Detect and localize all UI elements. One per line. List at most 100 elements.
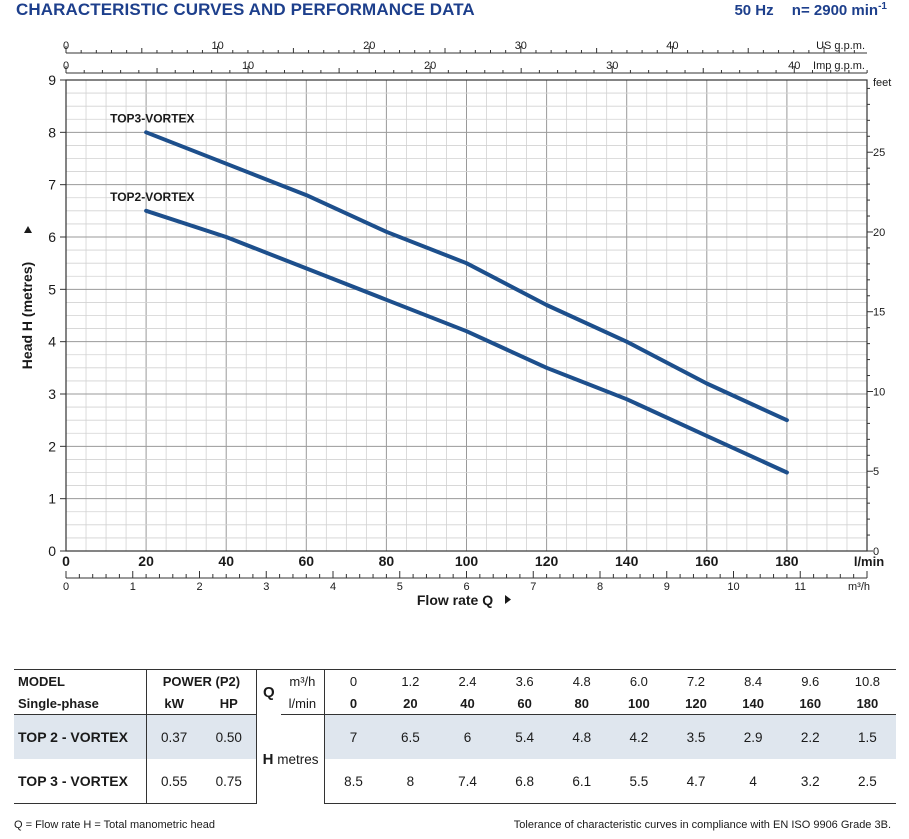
- lmin-cell: 100: [610, 692, 668, 715]
- us-gpm-tick-label: 40: [666, 40, 678, 52]
- imp-gpm-tick-label: 0: [63, 60, 69, 72]
- y-tick-label: 2: [48, 438, 56, 454]
- hp-header: HP: [201, 692, 257, 715]
- x-tick-label: 120: [535, 553, 559, 569]
- x-unit-label: l/min: [854, 554, 884, 569]
- lmin-cell: 0: [324, 692, 382, 715]
- model-name: TOP 2 - VORTEX: [14, 714, 147, 759]
- performance-table: MODEL POWER (P2) Q m³/h 0 1.2 2.4 3.6 4.…: [14, 669, 896, 804]
- model-name: TOP 3 - VORTEX: [14, 759, 147, 804]
- m3h-tick-label: 4: [330, 581, 336, 593]
- m3h-cell: 7.2: [667, 669, 725, 692]
- us-gpm-tick-label: 30: [515, 40, 527, 52]
- feet-tick-label: 10: [873, 386, 885, 398]
- x-tick-label: 100: [455, 553, 479, 569]
- speed-info: 50 Hz n= 2900 min-1: [720, 1, 887, 19]
- head-cell: 6.8: [496, 759, 554, 804]
- m3h-cell: 8.4: [724, 669, 782, 692]
- us-gpm-tick-label: 10: [211, 40, 223, 52]
- lmin-cell: 180: [838, 692, 896, 715]
- head-cell: 7.4: [438, 759, 497, 804]
- series-label: TOP2-VORTEX: [110, 190, 194, 204]
- frequency: 50 Hz: [734, 2, 774, 19]
- feet-tick-label: 5: [873, 466, 879, 478]
- y-tick-label: 6: [48, 229, 56, 245]
- head-cell: 3.5: [667, 714, 725, 759]
- head-cell: 8: [381, 759, 439, 804]
- head-cell: 6.5: [381, 714, 439, 759]
- m3h-cell: 0: [324, 669, 382, 692]
- h-metres-label: H metres: [256, 714, 325, 804]
- m3h-tick-label: 2: [196, 581, 202, 593]
- table-row: TOP 2 - VORTEX 0.37 0.50 H metres 7 6.5 …: [14, 714, 896, 804]
- kw-header: kW: [145, 692, 202, 715]
- y-axis-label: Head H (metres): [19, 262, 35, 369]
- y-tick-label: 4: [48, 334, 56, 350]
- page-title: CHARACTERISTIC CURVES AND PERFORMANCE DA…: [16, 0, 475, 19]
- performance-table-wrap: MODEL POWER (P2) Q m³/h 0 1.2 2.4 3.6 4.…: [14, 669, 896, 804]
- m3h-cell: 2.4: [438, 669, 497, 692]
- footer-tolerance: Tolerance of characteristic curves in co…: [513, 819, 891, 831]
- m3h-tick-label: 11: [795, 581, 806, 593]
- head-cell: 7: [324, 714, 382, 759]
- chart-series: [144, 130, 789, 475]
- head-cell: 3.2: [781, 759, 839, 804]
- lmin-cell: 80: [553, 692, 611, 715]
- feet-unit-label: feet: [873, 77, 891, 89]
- m3h-cell: 10.8: [838, 669, 896, 692]
- y-axis-arrow-icon: [24, 226, 32, 233]
- kw-value: 0.37: [145, 714, 202, 759]
- m3h-header: m³/h: [280, 669, 325, 692]
- lmin-header: l/min: [280, 692, 325, 715]
- m3h-tick-label: 9: [664, 581, 670, 593]
- series-line-1: [144, 130, 789, 423]
- table-header-row-2: Single-phase kW HP l/min 0 20 40 60 80 1…: [14, 692, 896, 715]
- rpm-exp: -1: [878, 1, 887, 12]
- x-tick-label: 0: [62, 553, 70, 569]
- power-header: POWER (P2): [145, 669, 257, 692]
- head-cell: 4: [724, 759, 782, 804]
- us-gpm-tick-label: 0: [63, 40, 69, 52]
- head-cell: 6.1: [553, 759, 611, 804]
- kw-value: 0.55: [145, 759, 202, 804]
- rpm: n= 2900 min-1: [791, 1, 887, 19]
- head-cell: 4.7: [667, 759, 725, 804]
- hp-value: 0.75: [201, 759, 257, 804]
- footer-legend: Q = Flow rate H = Total manometric head: [14, 819, 215, 831]
- y-tick-label: 1: [48, 491, 56, 507]
- m3h-cell: 9.6: [781, 669, 839, 692]
- q-header: Q: [256, 669, 281, 715]
- imp-gpm-tick-label: 10: [242, 60, 254, 72]
- table-row: TOP 3 - VORTEX 0.55 0.75 8.5 8 7.4 6.8 6…: [14, 759, 896, 804]
- x-axis-arrow-icon: [505, 595, 511, 604]
- rpm-text: n= 2900 min: [791, 2, 879, 19]
- x-axis-label: Flow rate Q: [417, 592, 493, 608]
- y-tick-label: 9: [48, 72, 56, 88]
- x-tick-label: 40: [218, 553, 234, 569]
- m3h-tick-label: 0: [63, 581, 69, 593]
- m3h-cell: 3.6: [496, 669, 554, 692]
- metres-label: metres: [277, 751, 319, 767]
- m3h-cell: 1.2: [381, 669, 439, 692]
- feet-tick-label: 0: [873, 546, 879, 558]
- x-tick-label: 180: [775, 553, 799, 569]
- h-label: H: [262, 750, 274, 768]
- phase-header: Single-phase: [14, 692, 147, 715]
- y-tick-label: 3: [48, 386, 56, 402]
- chart-axes: [24, 46, 873, 604]
- series-line-2: [144, 208, 789, 475]
- head-cell: 6: [438, 714, 497, 759]
- lmin-cell: 20: [381, 692, 439, 715]
- m3h-tick-label: 8: [597, 581, 603, 593]
- y-tick-label: 5: [48, 281, 56, 297]
- lmin-cell: 140: [724, 692, 782, 715]
- imp-gpm-tick-label: 20: [424, 60, 436, 72]
- y-tick-label: 0: [48, 543, 56, 559]
- m3h-tick-label: 1: [130, 581, 136, 593]
- y-tick-label: 7: [48, 177, 56, 193]
- head-cell: 2.2: [781, 714, 839, 759]
- m3h-tick-label: 10: [727, 581, 739, 593]
- us-gpm-tick-label: 20: [363, 40, 375, 52]
